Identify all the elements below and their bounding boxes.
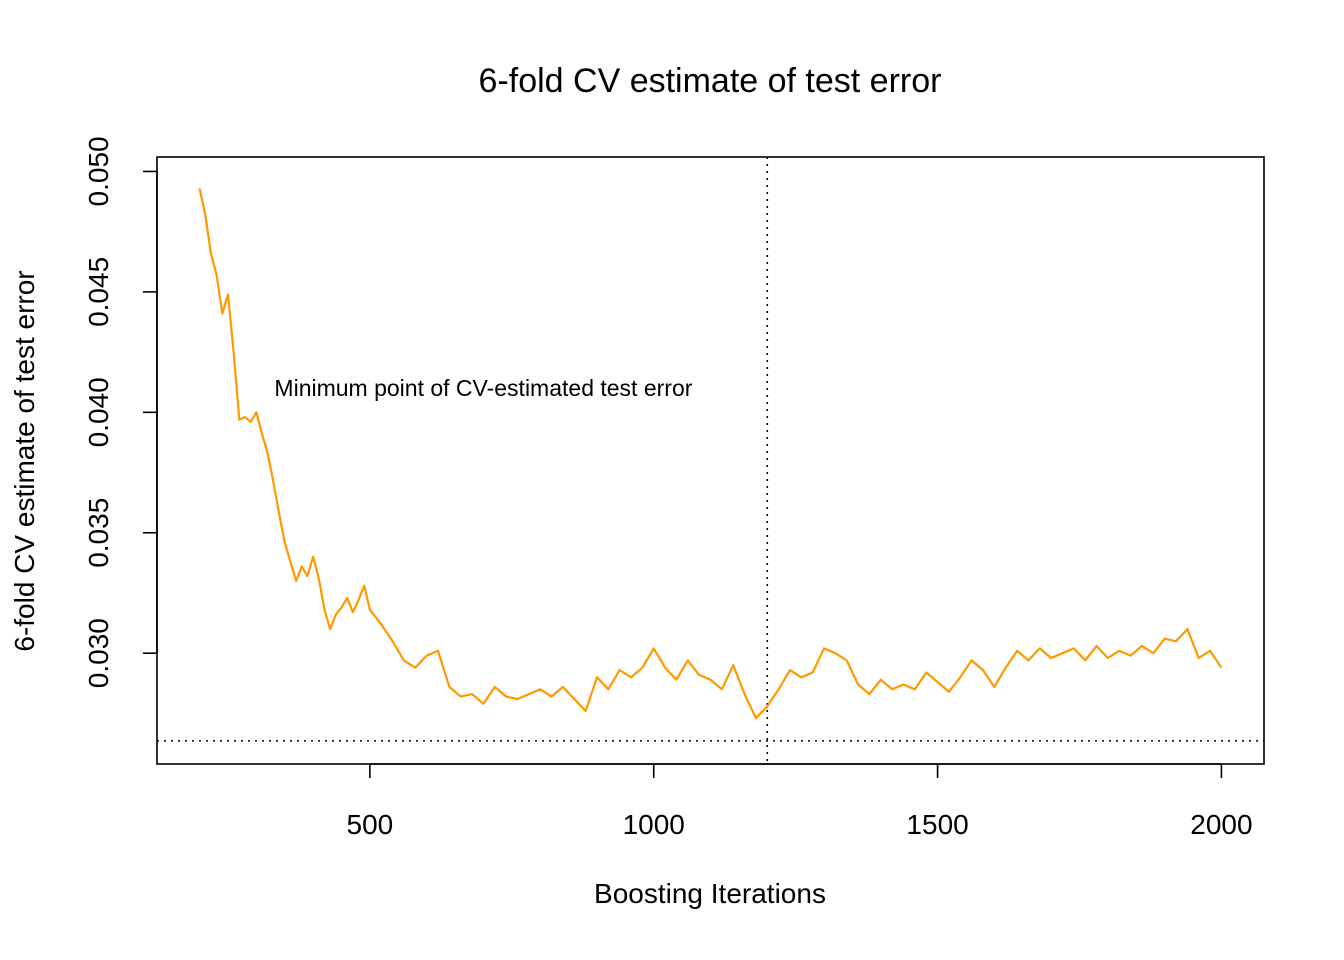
- y-tick-label: 0.050: [83, 136, 114, 206]
- plot-frame: [156, 156, 1265, 765]
- chart-title: 6-fold CV estimate of test error: [479, 62, 942, 100]
- x-tick-label: 2000: [1190, 809, 1252, 840]
- y-tick-label: 0.040: [83, 377, 114, 447]
- x-axis-label: Boosting Iterations: [594, 878, 826, 909]
- y-tick-label: 0.045: [83, 257, 114, 327]
- y-axis-label: 6-fold CV estimate of test error: [9, 270, 40, 651]
- axes: 500 1000 1500 2000 0.030 0.035 0.040 0.045 0.050: [83, 136, 1253, 840]
- x-tick-label: 500: [347, 809, 394, 840]
- y-tick-label: 0.035: [83, 498, 114, 568]
- x-tick-label: 1000: [623, 809, 685, 840]
- y-tick-label: 0.030: [83, 618, 114, 688]
- series-line: [198, 188, 1223, 720]
- x-tick-label: 1500: [906, 809, 968, 840]
- plot-area: Minimum point of CV-estimated test error: [157, 157, 1264, 764]
- annotation-text: Minimum point of CV-estimated test error: [274, 375, 692, 401]
